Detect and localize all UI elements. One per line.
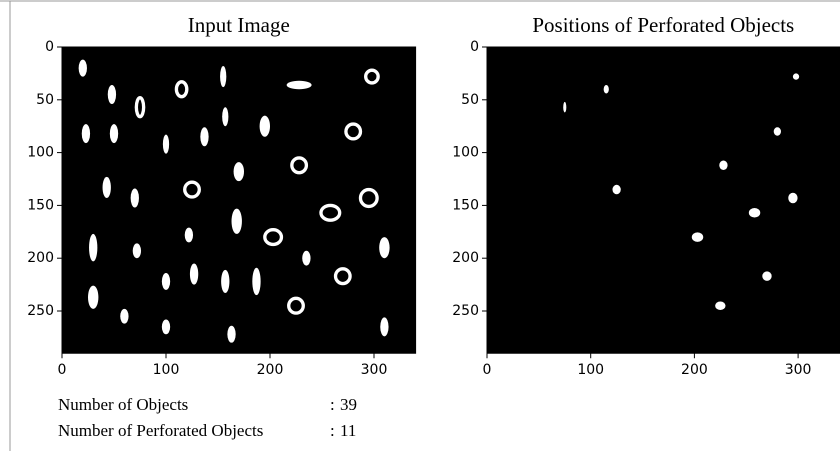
figure: Input Image 0 100 200 300 0 50 100 150 200 250 Posi…	[0, 0, 840, 451]
y-tick-label: 100	[452, 145, 479, 161]
panel-title: Input Image	[188, 13, 290, 37]
x-tick-label: 300	[361, 362, 388, 378]
stat-separator: :	[330, 395, 335, 414]
y-tick-label: 100	[27, 145, 54, 161]
stat-value: 39	[340, 395, 357, 414]
x-tick-label: 200	[257, 362, 284, 378]
y-tick-label: 150	[27, 197, 54, 213]
input-image	[62, 47, 416, 353]
y-tick-label: 250	[452, 303, 479, 319]
y-tick-label: 50	[36, 92, 54, 108]
x-tick-label: 200	[681, 362, 708, 378]
x-tick-label: 300	[785, 362, 812, 378]
x-tick-label: 0	[58, 362, 67, 378]
stat-label: Number of Perforated Objects	[58, 421, 263, 440]
y-tick-label: 0	[470, 39, 479, 55]
stat-separator: :	[330, 421, 335, 440]
y-tick-label: 0	[45, 39, 54, 55]
y-tick-label: 150	[452, 197, 479, 213]
stat-label: Number of Objects	[58, 395, 188, 414]
y-tick-label: 250	[27, 303, 54, 319]
panel-title: Positions of Perforated Objects	[532, 13, 794, 37]
stat-value: 11	[340, 421, 356, 440]
holes-image	[487, 47, 840, 353]
x-tick-label: 100	[577, 362, 604, 378]
x-tick-label: 100	[153, 362, 180, 378]
x-tick-label: 0	[483, 362, 492, 378]
y-tick-label: 200	[452, 250, 479, 266]
y-tick-label: 50	[461, 92, 479, 108]
y-tick-label: 200	[27, 250, 54, 266]
